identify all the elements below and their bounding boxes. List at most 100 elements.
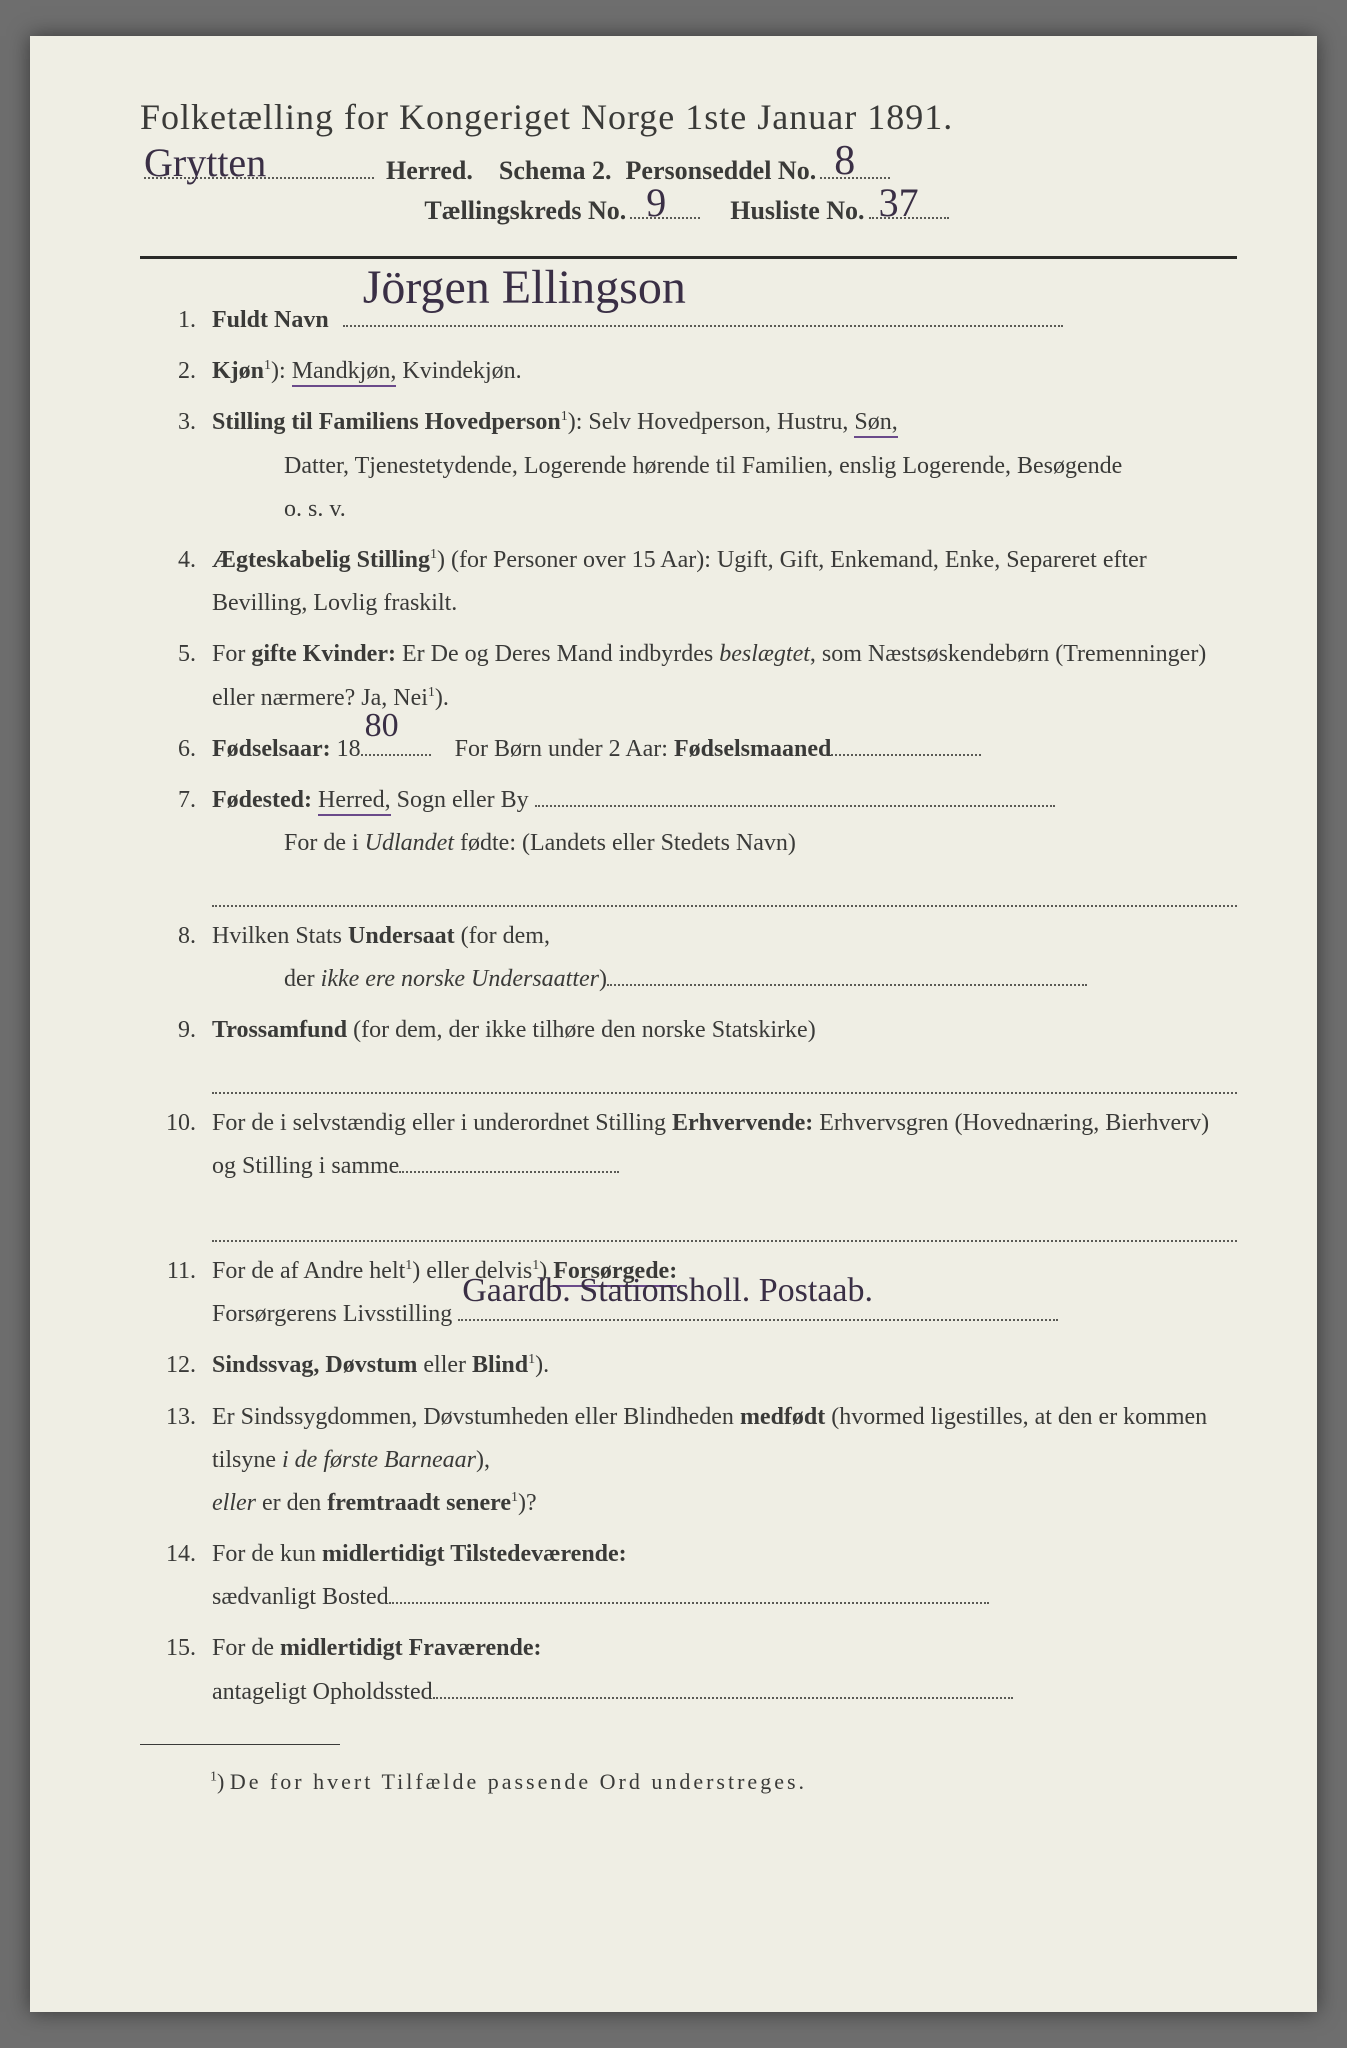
footnote-text: De for hvert Tilfælde passende Ord under… [230, 1769, 807, 1794]
livsstilling-field: Gaardb. Stationsholl. Postaab. [458, 1319, 1058, 1321]
row-num: 9. [140, 1009, 212, 1052]
header-line-3: Tællingskreds No. 9 Husliste No. 37 [140, 196, 1237, 226]
sub-line: Forsørgerens Livsstilling Gaardb. Statio… [212, 1293, 1237, 1336]
personseddel-no-field: 8 [820, 177, 890, 179]
body-text: Sogn eller By [391, 787, 529, 813]
selected-option: Herred, [318, 787, 391, 816]
field-label: gifte Kvinder: [251, 641, 396, 667]
personseddel-no: 8 [834, 143, 855, 181]
field-bold: Sindssvag, Døvstum [212, 1352, 417, 1378]
field-bold: medfødt [740, 1404, 825, 1430]
row-13: 13. Er Sindssygdommen, Døvstumheden elle… [140, 1396, 1237, 1526]
field-label: Fødselsaar: [212, 736, 331, 762]
fullname-handwriting: Jörgen Ellingson [363, 245, 686, 331]
taellingskreds-label: Tællingskreds No. [424, 196, 626, 226]
footnote-rule [140, 1744, 340, 1745]
body-text: For de af Andre helt [212, 1258, 405, 1284]
footnote: 1) De for hvert Tilfælde passende Ord un… [140, 1769, 1237, 1795]
row-7: 7. Fødested: Herred, Sogn eller By For d… [140, 779, 1237, 907]
field-bold: Undersaat [348, 923, 455, 949]
row-num: 10. [140, 1102, 212, 1145]
sub-line: For de i Udlandet fødte: (Landets eller … [212, 822, 1237, 865]
dotted-line [212, 871, 1237, 907]
row-num: 13. [140, 1396, 212, 1439]
sub-line: sædvanligt Bosted [212, 1576, 1237, 1619]
dotted-line [399, 1171, 619, 1173]
row-num: 4. [140, 539, 212, 582]
body-text2: (for dem, [455, 923, 550, 949]
body-text: Hvilken Stats [212, 923, 348, 949]
sub-line: eller er den fremtraadt senere1)? [212, 1482, 1237, 1525]
row-num: 11. [140, 1250, 212, 1293]
dotted-line [212, 1058, 1237, 1094]
row-10: 10. For de i selvstændig eller i underor… [140, 1102, 1237, 1242]
dotted-line [433, 1697, 1013, 1699]
row-num: 15. [140, 1627, 212, 1670]
herred-label: Herred. [386, 156, 473, 186]
sub-line: der ikke ere norske Undersaatter) [212, 958, 1237, 1001]
selected-option: Søn, [854, 409, 897, 438]
page-background: Folketælling for Kongeriget Norge 1ste J… [0, 0, 1347, 2048]
field-bold: midlertidigt Tilstedeværende: [322, 1541, 627, 1567]
field-bold2: Blind [472, 1352, 528, 1378]
census-form-paper: Folketælling for Kongeriget Norge 1ste J… [30, 36, 1317, 2012]
dotted-line [389, 1602, 989, 1604]
row-2: 2. Kjøn1): Mandkjøn, Kvindekjøn. [140, 350, 1237, 393]
row-num: 3. [140, 401, 212, 444]
schema-label: Schema 2. [499, 156, 612, 186]
body-text: Er De og Deres Mand indbyrdes [402, 641, 719, 667]
row-1: 1. Fuldt Navn Jörgen Ellingson [140, 299, 1237, 342]
herred-field: Grytten [144, 177, 374, 179]
body-text: For de i selvstændig eller i underordnet… [212, 1110, 672, 1136]
option-text-cont: Datter, Tjenestetydende, Logerende høren… [212, 445, 1237, 488]
husliste-label: Husliste No. [730, 196, 864, 226]
row-11: 11. For de af Andre helt1) eller delvis1… [140, 1250, 1237, 1336]
year-handwriting: 80 [365, 695, 399, 756]
row-num: 12. [140, 1344, 212, 1387]
row-num: 8. [140, 915, 212, 958]
birthplace-field [535, 805, 1055, 807]
row-15: 15. For de midlertidigt Fraværende: anta… [140, 1627, 1237, 1713]
header-line-2: Grytten Herred. Schema 2. Personseddel N… [140, 156, 1237, 186]
field-label: Ægteskabelig Stilling [212, 547, 430, 573]
row-num: 5. [140, 633, 212, 676]
field-label: Trossamfund [212, 1017, 347, 1043]
sub-line: antageligt Opholdssted [212, 1671, 1237, 1714]
taellingskreds-no: 9 [646, 185, 666, 221]
row-5: 5. For gifte Kvinder: Er De og Deres Man… [140, 633, 1237, 719]
option-text: Kvindekjøn. [402, 358, 521, 384]
header-rule [140, 256, 1237, 259]
month-field [831, 754, 981, 756]
field-label2: Fødselsmaaned [674, 736, 831, 762]
body-text: For de kun [212, 1541, 322, 1567]
husliste-no: 37 [879, 185, 919, 221]
husliste-no-field: 37 [869, 217, 949, 219]
option-text: Selv Hovedperson, Hustru, [588, 409, 854, 435]
lead-text: For [212, 641, 251, 667]
body-text: Er Sindssygdommen, Døvstumheden eller Bl… [212, 1404, 740, 1430]
row-14: 14. For de kun midlertidigt Tilstedevære… [140, 1533, 1237, 1619]
row-num: 1. [140, 299, 212, 342]
field-bold: midlertidigt Fraværende: [280, 1635, 542, 1661]
herred-handwriting: Grytten [144, 145, 266, 181]
field-label: Fødested: [212, 787, 312, 813]
body-text: (for dem, der ikke tilhøre den norske St… [347, 1017, 816, 1043]
row-num: 6. [140, 728, 212, 771]
field-label: Fuldt Navn [212, 307, 329, 333]
row-12: 12. Sindssvag, Døvstum eller Blind1). [140, 1344, 1237, 1387]
field-label: Stilling til Familiens Hovedperson [212, 409, 561, 435]
livsstilling-handwriting: Gaardb. Stationsholl. Postaab. [462, 1260, 873, 1321]
mid-text: For Børn under 2 Aar: [455, 736, 674, 762]
row-num: 2. [140, 350, 212, 393]
row-8: 8. Hvilken Stats Undersaat (for dem, der… [140, 915, 1237, 1001]
field-label: Kjøn [212, 358, 264, 384]
body-text: eller [417, 1352, 472, 1378]
row-num: 7. [140, 779, 212, 822]
fullname-field: Jörgen Ellingson [343, 325, 1063, 327]
italic-text: beslægtet [719, 641, 810, 667]
dotted-line2 [212, 1206, 1237, 1242]
taellingskreds-no-field: 9 [630, 217, 700, 219]
body-text3: ), [476, 1447, 490, 1473]
option-text-cont2: o. s. v. [212, 488, 1237, 531]
field-bold: Erhvervende: [672, 1110, 813, 1136]
